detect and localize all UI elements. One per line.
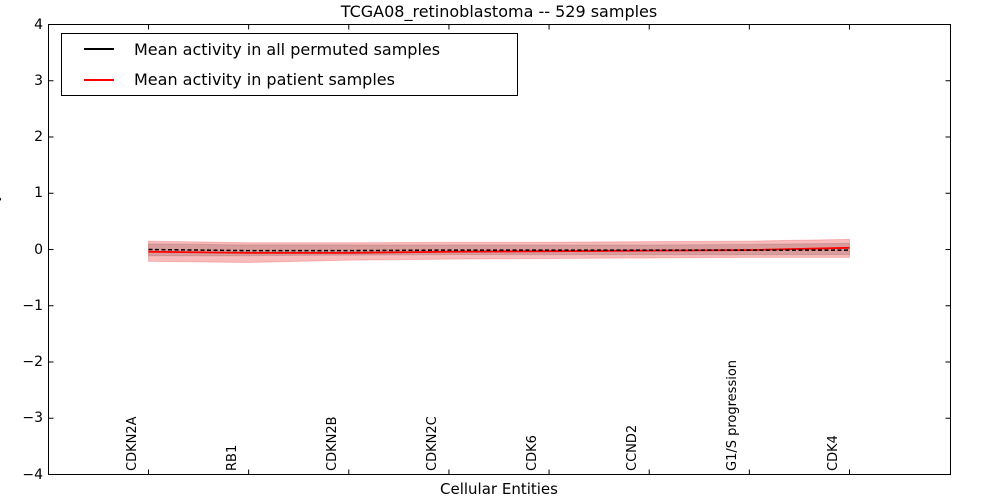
x-tick-label: CDK6: [525, 435, 541, 471]
y-tick-label: −3: [22, 410, 43, 427]
chart-title: TCGA08_retinoblastoma -- 529 samples: [340, 2, 658, 21]
y-tick-label: 3: [34, 72, 43, 89]
x-tick-label: CDKN2A: [124, 416, 140, 471]
x-tick-label: CDKN2B: [324, 416, 340, 471]
legend: Mean activity in all permuted samples Me…: [61, 33, 518, 96]
x-tick-label: CDKN2C: [424, 416, 440, 471]
y-tick-label: 4: [34, 16, 43, 33]
y-tick-label: 1: [34, 185, 43, 202]
x-tick-label: CCND2: [625, 424, 641, 471]
x-tick-label: G1/S progression: [725, 359, 741, 471]
legend-line-sample-permuted: [84, 48, 114, 51]
y-tick-label: 2: [34, 129, 43, 145]
legend-line-sample-patient: [84, 78, 114, 81]
y-tick-label: −2: [22, 354, 43, 370]
y-tick-label: −4: [22, 466, 43, 483]
y-tick-label: −1: [22, 297, 43, 314]
legend-item-patient: Mean activity in patient samples: [62, 70, 517, 89]
legend-label-patient: Mean activity in patient samples: [134, 70, 395, 90]
x-tick-label: RB1: [224, 444, 240, 471]
y-axis-label: Inferred Activity: [0, 193, 2, 305]
legend-label-permuted: Mean activity in all permuted samples: [134, 39, 441, 59]
legend-item-permuted: Mean activity in all permuted samples: [62, 40, 517, 59]
y-tick-label: 0: [34, 241, 43, 258]
series-line-1: [148, 246, 850, 254]
x-axis-label: Cellular Entities: [440, 480, 558, 498]
x-tick-label: CDK4: [825, 435, 841, 471]
